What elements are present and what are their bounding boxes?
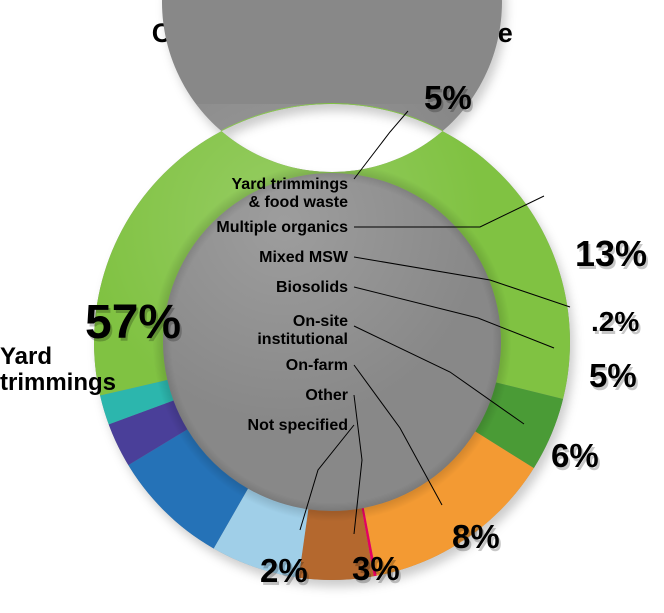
legend-on-site-institutional-line2: institutional <box>257 331 348 348</box>
legend-yard-trimmings-food-waste-line2: & food waste <box>248 194 348 211</box>
pct-on-farm: 8% <box>452 518 500 555</box>
pct-multiple-organics: 13% <box>575 233 647 274</box>
legend-other: Other <box>305 387 348 404</box>
pct-yard-trimmings: 57% <box>85 296 181 349</box>
legend-biosolids: Biosolids <box>276 279 348 296</box>
donut-chart: Yard trimmings& food wasteMultiple organ… <box>0 0 664 613</box>
pct-on-site-institutional: 6% <box>551 437 599 474</box>
pct-biosolids: 5% <box>589 357 637 394</box>
legend-not-specified: Not specified <box>248 417 348 434</box>
pct-other: 3% <box>352 550 400 587</box>
legend-multiple-organics: Multiple organics <box>216 219 348 236</box>
legend-on-farm: On-farm <box>286 357 348 374</box>
pct-yard-trimmings-food-waste: 5% <box>424 79 472 116</box>
legend-mixed-msw: Mixed MSW <box>259 249 349 266</box>
lead-label-yard-trimmings-line1: Yard <box>0 343 52 370</box>
legend-yard-trimmings-food-waste-line1: Yard trimmings <box>232 176 349 193</box>
legend-on-site-institutional-line1: On-site <box>293 313 348 330</box>
pct-not-specified: 2% <box>260 552 308 589</box>
lead-label-yard-trimmings-line2: trimmings <box>0 369 116 396</box>
pct-mixed-msw: .2% <box>591 306 639 337</box>
